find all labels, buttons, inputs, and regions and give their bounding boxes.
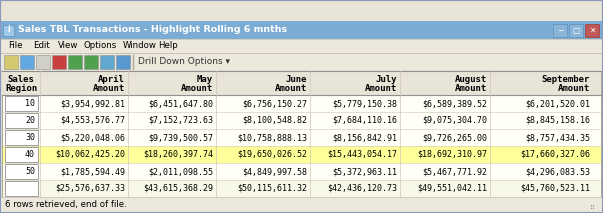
Text: Sales: Sales	[8, 75, 34, 84]
Bar	[3, 112, 601, 129]
Text: Amount: Amount	[181, 84, 213, 93]
Text: April: April	[98, 75, 125, 84]
Text: ─: ─	[558, 26, 563, 35]
Text: $2,011,098.55: $2,011,098.55	[148, 167, 213, 176]
Bar	[3, 180, 601, 197]
Text: $6,756,150.27: $6,756,150.27	[242, 99, 307, 108]
Bar	[3, 129, 601, 146]
Bar	[569, 23, 583, 36]
Bar	[20, 55, 34, 69]
Bar	[5, 164, 38, 179]
Text: $5,467,771.92: $5,467,771.92	[422, 167, 487, 176]
Text: Options: Options	[84, 42, 117, 50]
Text: $9,739,500.57: $9,739,500.57	[148, 133, 213, 142]
Text: File: File	[8, 42, 22, 50]
Text: $7,684,110.16: $7,684,110.16	[332, 116, 397, 125]
Text: 50: 50	[25, 167, 35, 176]
Text: July: July	[376, 75, 397, 84]
Text: $8,757,434.35: $8,757,434.35	[525, 133, 590, 142]
Text: Window: Window	[123, 42, 157, 50]
Text: Amount: Amount	[93, 84, 125, 93]
Text: $49,551,042.11: $49,551,042.11	[417, 184, 487, 193]
Text: $6,451,647.80: $6,451,647.80	[148, 99, 213, 108]
Text: □: □	[572, 26, 579, 35]
Text: $9,075,304.70: $9,075,304.70	[422, 116, 487, 125]
Text: June: June	[285, 75, 307, 84]
Text: $43,615,368.29: $43,615,368.29	[143, 184, 213, 193]
Text: $4,849,997.58: $4,849,997.58	[242, 167, 307, 176]
Text: $9,726,265.00: $9,726,265.00	[422, 133, 487, 142]
Text: ✕: ✕	[589, 26, 595, 35]
Bar	[553, 23, 567, 36]
Text: Amount: Amount	[558, 84, 590, 93]
Text: $5,372,963.11: $5,372,963.11	[332, 167, 397, 176]
Text: $6,201,520.01: $6,201,520.01	[525, 99, 590, 108]
Bar	[5, 130, 38, 145]
Bar	[3, 146, 601, 163]
Text: ⠿: ⠿	[590, 205, 595, 211]
Text: September: September	[541, 75, 590, 84]
Text: $10,062,425.20: $10,062,425.20	[55, 150, 125, 159]
Text: $7,152,723.63: $7,152,723.63	[148, 116, 213, 125]
Text: $10,758,888.13: $10,758,888.13	[237, 133, 307, 142]
Bar	[36, 55, 50, 69]
Text: 10: 10	[25, 99, 35, 108]
Text: Region: Region	[5, 84, 37, 93]
Text: $8,156,842.91: $8,156,842.91	[332, 133, 397, 142]
Text: $18,692,310.97: $18,692,310.97	[417, 150, 487, 159]
Bar	[0, 21, 603, 39]
Text: $17,660,327.06: $17,660,327.06	[520, 150, 590, 159]
Text: Amount: Amount	[455, 84, 487, 93]
Text: View: View	[58, 42, 79, 50]
Bar	[3, 163, 601, 180]
Text: $6,589,389.52: $6,589,389.52	[422, 99, 487, 108]
Bar	[52, 55, 66, 69]
Text: $42,436,120.73: $42,436,120.73	[327, 184, 397, 193]
Text: $15,443,054.17: $15,443,054.17	[327, 150, 397, 159]
Text: 20: 20	[25, 116, 35, 125]
Text: $18,260,397.74: $18,260,397.74	[143, 150, 213, 159]
Text: $5,220,048.06: $5,220,048.06	[60, 133, 125, 142]
Text: Amount: Amount	[275, 84, 307, 93]
Bar	[0, 39, 603, 53]
Text: $8,100,548.82: $8,100,548.82	[242, 116, 307, 125]
Bar	[585, 23, 599, 36]
Text: i: i	[7, 26, 10, 35]
Text: $5,779,150.38: $5,779,150.38	[332, 99, 397, 108]
Text: $1,785,594.49: $1,785,594.49	[60, 167, 125, 176]
Text: Edit: Edit	[33, 42, 50, 50]
Text: $19,650,026.52: $19,650,026.52	[237, 150, 307, 159]
Bar	[5, 147, 38, 162]
Text: $4,296,083.53: $4,296,083.53	[525, 167, 590, 176]
Bar	[4, 55, 18, 69]
Bar	[0, 197, 603, 213]
Bar	[0, 53, 603, 71]
Text: $45,760,523.11: $45,760,523.11	[520, 184, 590, 193]
Bar	[5, 113, 38, 128]
Text: $8,845,158.16: $8,845,158.16	[525, 116, 590, 125]
Text: $50,115,611.32: $50,115,611.32	[237, 184, 307, 193]
Bar	[68, 55, 82, 69]
Text: $3,954,992.81: $3,954,992.81	[60, 99, 125, 108]
Text: 40: 40	[25, 150, 35, 159]
Text: August: August	[455, 75, 487, 84]
Text: Amount: Amount	[365, 84, 397, 93]
Text: Drill Down Options ▾: Drill Down Options ▾	[138, 58, 230, 66]
Bar	[2, 71, 601, 197]
Text: May: May	[197, 75, 213, 84]
Text: 30: 30	[25, 133, 35, 142]
Bar	[100, 55, 114, 69]
Text: Sales TBL Transactions - Highlight Rolling 6 mnths: Sales TBL Transactions - Highlight Rolli…	[18, 26, 287, 35]
Bar	[5, 181, 38, 196]
Bar	[2, 71, 601, 95]
Text: $25,576,637.33: $25,576,637.33	[55, 184, 125, 193]
Bar	[5, 96, 38, 111]
Bar	[84, 55, 98, 69]
Bar	[3, 95, 601, 112]
Text: $4,553,576.77: $4,553,576.77	[60, 116, 125, 125]
Text: 6 rows retrieved, end of file.: 6 rows retrieved, end of file.	[5, 200, 127, 210]
Text: Help: Help	[158, 42, 178, 50]
Bar	[3, 25, 14, 36]
Bar	[116, 55, 130, 69]
